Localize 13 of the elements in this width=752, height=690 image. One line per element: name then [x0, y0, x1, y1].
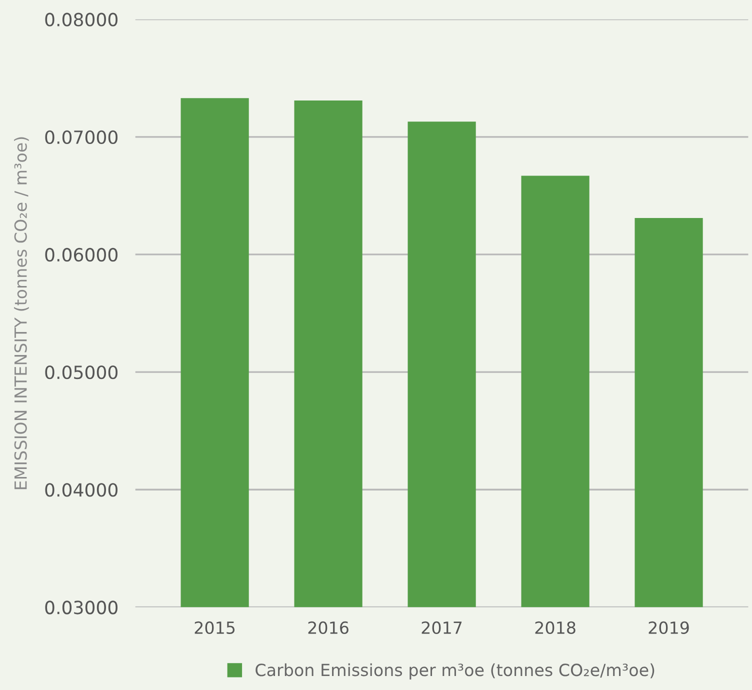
legend-label: Carbon Emissions per m³oe (tonnes CO₂e/m³oe)	[256, 663, 654, 680]
y-axis-title: EMISSION INTENSITY (tonnes CO₂e / m³oe)	[14, 137, 29, 490]
y-tick-label: 0.05000	[45, 366, 118, 380]
x-tick-label: 2016	[308, 621, 348, 634]
y-tick-label: 0.08000	[45, 12, 118, 26]
x-tick-label: 2019	[648, 621, 689, 634]
x-tick-label: 2015	[194, 621, 235, 634]
x-tick-label: 2017	[422, 621, 462, 634]
y-tick-label: 0.06000	[45, 248, 118, 262]
x-tick-label: 2018	[535, 621, 576, 634]
y-tick-label: 0.03000	[45, 600, 118, 614]
y-tick-label: 0.07000	[45, 130, 118, 144]
y-tick-label: 0.04000	[45, 483, 118, 497]
